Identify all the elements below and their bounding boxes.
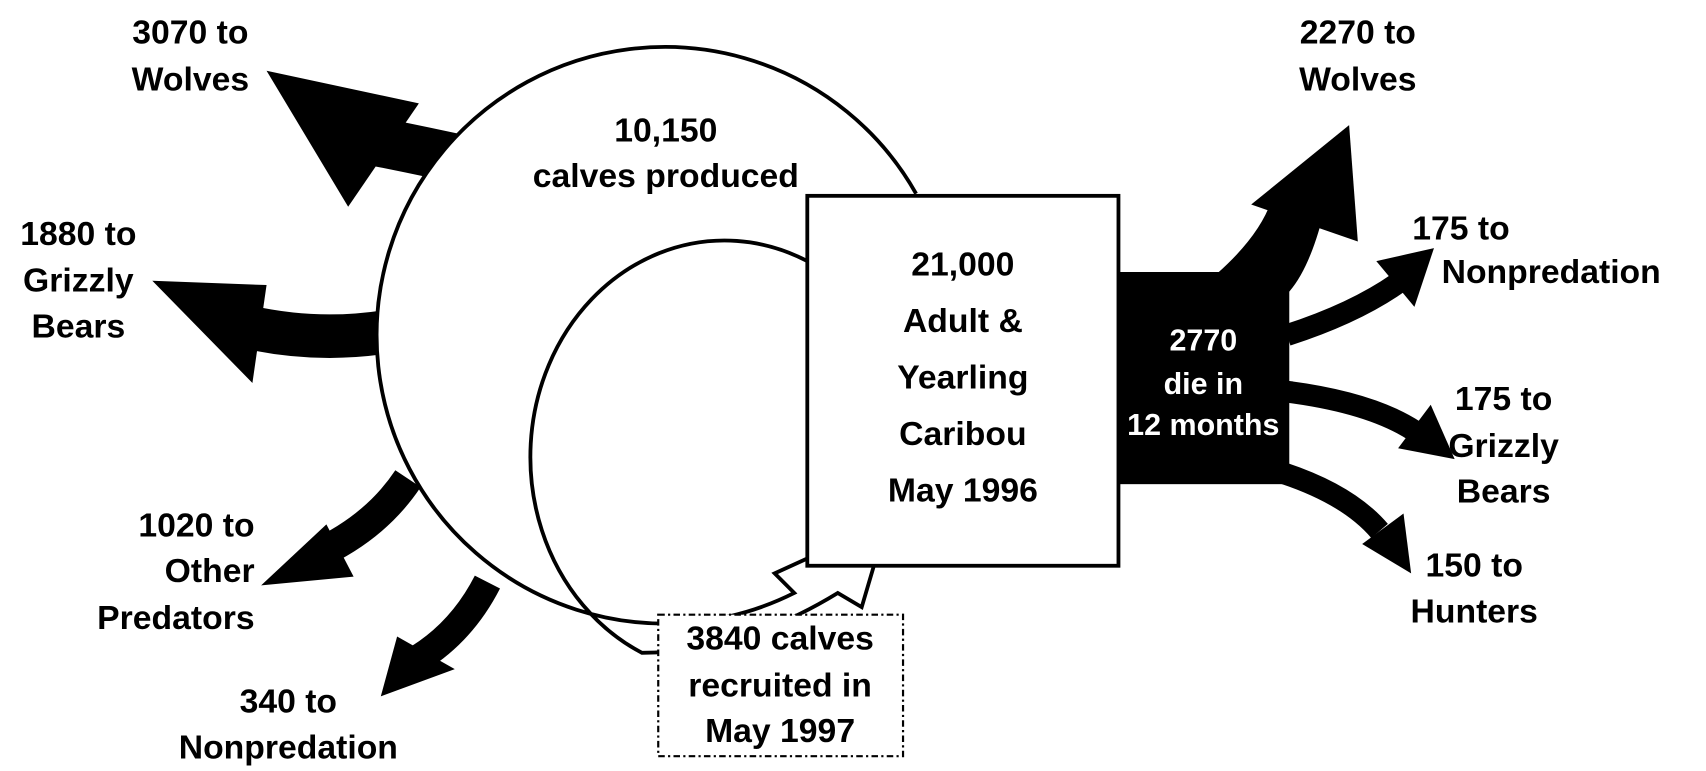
node-label: die in (1164, 367, 1244, 401)
node-label: Nonpredation (179, 728, 398, 766)
node-label: May 1997 (705, 712, 855, 750)
right-arrows (1118, 125, 1455, 574)
node-label: Wolves (1299, 60, 1416, 98)
death-block (1118, 272, 1290, 485)
arrow-body (1285, 380, 1421, 441)
adult-box (805, 193, 1121, 568)
node-label: Adult & (903, 302, 1023, 340)
recruit-box (657, 613, 905, 758)
node-label: 1880 to (20, 215, 136, 253)
node-label: Wolves (132, 60, 249, 98)
node-label: 175 to (1455, 380, 1552, 418)
left-arrows (152, 70, 501, 697)
diagram-content: 3070 to Wolves 10,150 calves produced 1880 t… (20, 14, 1661, 767)
node-label: 3840 calves (686, 620, 874, 658)
node-label: 10,150 (614, 111, 717, 149)
node-label: Other (165, 552, 255, 590)
arrow-head (1376, 248, 1434, 307)
node-label: 150 to (1426, 547, 1523, 585)
node-label: Bears (1457, 473, 1551, 511)
arrow-body (411, 575, 501, 671)
node-label: 2770 (1169, 323, 1237, 357)
node-label: Grizzly (23, 262, 134, 300)
arrow-head (152, 280, 267, 383)
arrow-head (1398, 404, 1455, 460)
node-label: 3070 to (132, 14, 248, 52)
node-label: Predators (97, 599, 254, 637)
arrow-head (380, 636, 455, 697)
node-label: 21,000 (911, 245, 1014, 283)
arrow-body (239, 305, 390, 358)
arrow-head (261, 524, 354, 586)
arrow-head (1251, 125, 1358, 242)
node-label: Nonpredation (1442, 253, 1661, 291)
node-label: recruited in (688, 666, 872, 704)
node-label: 340 to (240, 683, 337, 721)
arrow-head (1362, 513, 1412, 574)
node-label: May 1996 (888, 472, 1038, 510)
node-label: 175 to (1412, 209, 1509, 247)
node-label: Grizzly (1448, 427, 1559, 465)
arrow-body (1280, 462, 1388, 539)
node-label: calves produced (533, 157, 799, 195)
node-label: Caribou (899, 415, 1026, 453)
node-label: 2270 to (1300, 14, 1416, 52)
node-label: 12 months (1127, 408, 1279, 442)
node-label: Bears (31, 307, 125, 345)
node-label: Hunters (1411, 592, 1538, 630)
node-label: 1020 to (138, 506, 254, 544)
node-label: Yearling (897, 358, 1028, 396)
arrow-head (266, 70, 419, 207)
arrow-body (1283, 273, 1405, 346)
